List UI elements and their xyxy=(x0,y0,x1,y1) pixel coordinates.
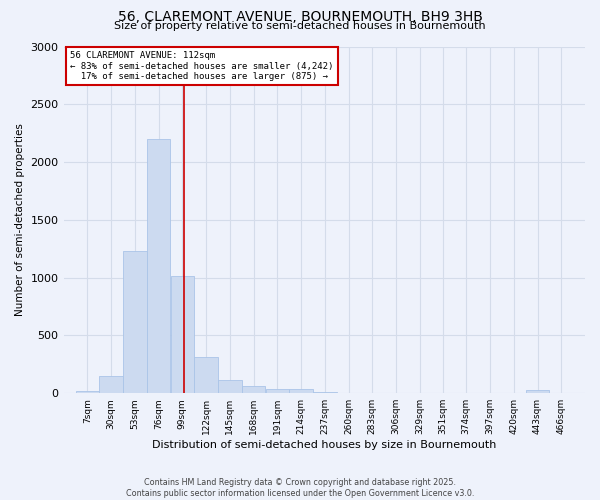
Bar xyxy=(76,391,99,393)
Text: 56, CLAREMONT AVENUE, BOURNEMOUTH, BH9 3HB: 56, CLAREMONT AVENUE, BOURNEMOUTH, BH9 3… xyxy=(118,10,482,24)
Bar xyxy=(170,276,194,393)
Text: 56 CLAREMONT AVENUE: 112sqm
← 83% of semi-detached houses are smaller (4,242)
  : 56 CLAREMONT AVENUE: 112sqm ← 83% of sem… xyxy=(70,51,334,81)
Bar xyxy=(361,392,384,393)
Bar xyxy=(289,388,313,393)
Bar xyxy=(242,386,265,393)
Bar xyxy=(337,392,360,393)
Bar xyxy=(526,390,549,393)
Bar xyxy=(266,388,289,393)
Bar xyxy=(147,139,170,393)
Bar xyxy=(123,251,146,393)
Bar xyxy=(218,380,242,393)
Y-axis label: Number of semi-detached properties: Number of semi-detached properties xyxy=(15,124,25,316)
X-axis label: Distribution of semi-detached houses by size in Bournemouth: Distribution of semi-detached houses by … xyxy=(152,440,496,450)
Bar xyxy=(194,358,218,393)
Text: Size of property relative to semi-detached houses in Bournemouth: Size of property relative to semi-detach… xyxy=(114,21,486,31)
Text: Contains HM Land Registry data © Crown copyright and database right 2025.
Contai: Contains HM Land Registry data © Crown c… xyxy=(126,478,474,498)
Bar xyxy=(100,376,123,393)
Bar xyxy=(313,392,337,393)
